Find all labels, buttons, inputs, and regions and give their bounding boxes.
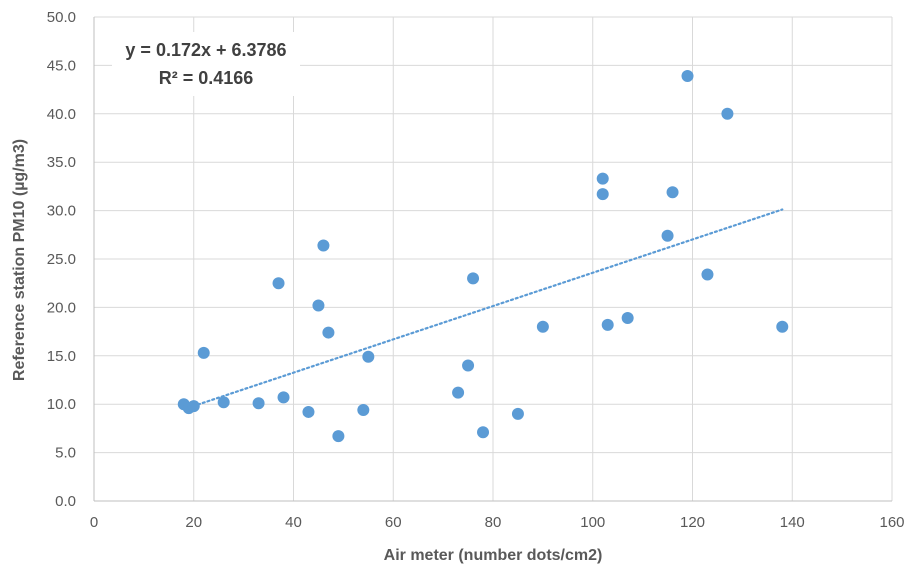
data-point <box>511 407 524 420</box>
data-point <box>322 326 335 339</box>
data-points <box>177 70 789 443</box>
x-tick-label: 140 <box>780 514 805 531</box>
data-point <box>601 318 614 331</box>
data-point <box>187 400 200 413</box>
trendline-group <box>182 208 784 411</box>
data-point <box>536 320 549 333</box>
data-point <box>452 386 465 399</box>
x-tick-label: 20 <box>185 514 202 531</box>
data-point <box>462 359 475 372</box>
equation-background <box>112 32 300 96</box>
trendline-equation: y = 0.172x + 6.3786 <box>125 40 286 60</box>
y-tick-label: 50.0 <box>47 9 76 26</box>
y-tick-label: 20.0 <box>47 299 76 316</box>
y-axis-title: Reference station PM10 (µg/m3) <box>11 139 28 381</box>
y-tick-label: 35.0 <box>47 154 76 171</box>
y-tick-label: 45.0 <box>47 57 76 74</box>
data-point <box>217 396 230 409</box>
y-tick-label: 10.0 <box>47 396 76 413</box>
data-point <box>357 404 370 417</box>
data-point <box>362 350 375 363</box>
y-tick-label: 25.0 <box>47 251 76 268</box>
data-point <box>721 107 734 120</box>
data-point <box>312 299 325 312</box>
data-point <box>252 397 265 410</box>
data-point <box>621 312 634 325</box>
x-tick-label: 160 <box>879 514 904 531</box>
x-tick-label: 0 <box>90 514 98 531</box>
data-point <box>596 188 609 201</box>
data-point <box>317 239 330 252</box>
data-point <box>661 229 674 242</box>
y-tick-label: 0.0 <box>55 493 76 510</box>
y-tick-label: 40.0 <box>47 106 76 123</box>
data-point <box>302 405 315 418</box>
x-axis-ticks: 0 20 40 60 80 100 120 140 160 <box>90 514 905 531</box>
data-point <box>701 268 714 281</box>
x-axis-title: Air meter (number dots/cm2) <box>384 547 603 564</box>
data-point <box>332 430 345 443</box>
y-tick-label: 5.0 <box>55 445 76 462</box>
trendline <box>182 208 784 411</box>
x-tick-label: 60 <box>385 514 402 531</box>
data-point <box>776 320 789 333</box>
x-tick-label: 120 <box>680 514 705 531</box>
data-point <box>681 70 694 83</box>
x-tick-label: 80 <box>485 514 502 531</box>
y-tick-label: 15.0 <box>47 348 76 365</box>
equation-box: y = 0.172x + 6.3786 R² = 0.4166 <box>112 32 300 96</box>
data-point <box>277 391 290 404</box>
y-axis-ticks: 0.0 5.0 10.0 15.0 20.0 25.0 30.0 35.0 40.0 45.0 50… <box>47 9 76 510</box>
data-point <box>477 426 490 439</box>
data-point <box>272 277 285 290</box>
x-tick-label: 40 <box>285 514 302 531</box>
trendline-r-squared: R² = 0.4166 <box>159 68 254 88</box>
y-tick-label: 30.0 <box>47 203 76 220</box>
x-tick-label: 100 <box>580 514 605 531</box>
data-point <box>467 272 480 285</box>
axes <box>93 17 892 502</box>
grid-lines <box>94 16 893 501</box>
data-point <box>596 172 609 185</box>
data-point <box>197 346 210 359</box>
data-point <box>666 186 679 199</box>
